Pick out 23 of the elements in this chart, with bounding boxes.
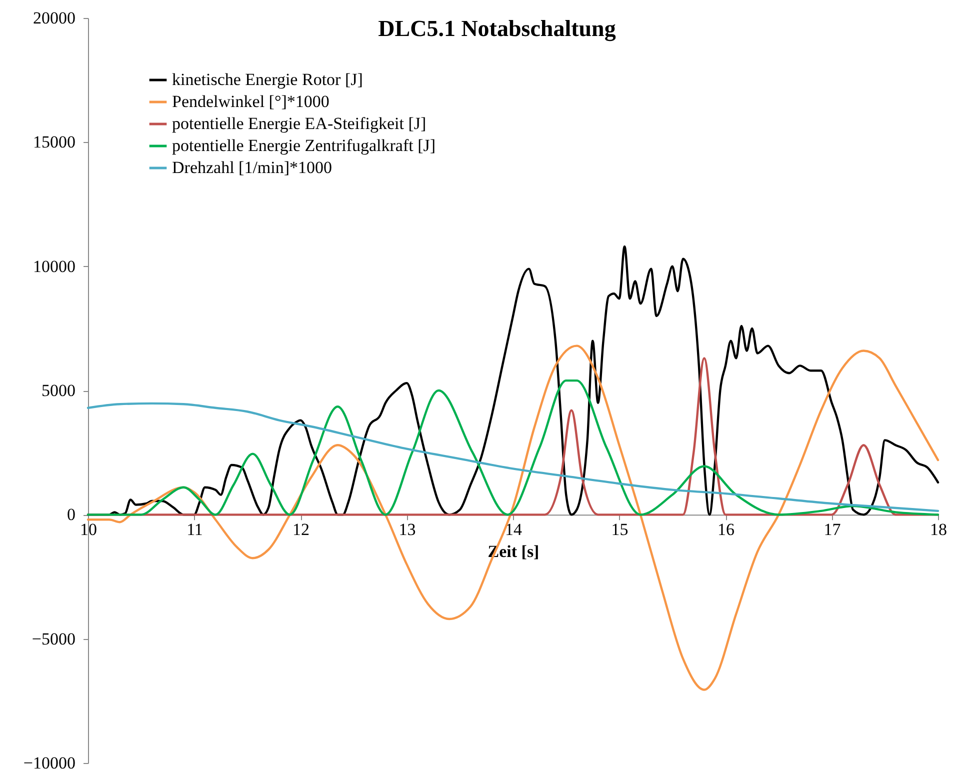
y-tick-label: 20000	[33, 8, 76, 28]
x-tick-label: 15	[611, 520, 628, 540]
y-tick-label: 15000	[33, 132, 76, 152]
legend-label: kinetische Energie Rotor [J]	[172, 70, 363, 89]
legend-label: Pendelwinkel [°]*1000	[172, 92, 330, 111]
x-tick-label: 14	[505, 520, 522, 540]
legend-label: potentielle Energie EA-Steifigkeit [J]	[172, 114, 426, 133]
x-tick-label: 10	[80, 520, 97, 540]
x-tick-label: 12	[292, 520, 310, 540]
x-tick-label: 16	[718, 520, 734, 540]
legend-label: potentielle Energie Zentrifugalkraft [J]	[172, 136, 436, 155]
legend-label: Drehzahl [1/min]*1000	[172, 158, 332, 177]
y-tick-label: −5000	[32, 629, 76, 648]
x-tick-label: 13	[398, 520, 416, 540]
line-series	[86, 402, 940, 512]
x-tick-label: 17	[824, 520, 842, 540]
y-tick-label: 0	[67, 505, 76, 524]
x-tick-label: 18	[930, 520, 947, 540]
y-tick-label: −10000	[23, 754, 76, 771]
y-tick-label: 5000	[42, 381, 76, 400]
y-tick-label: 10000	[33, 256, 76, 276]
x-tick-label: 11	[186, 520, 203, 540]
chart-title: DLC5.1 Notabschaltung	[378, 16, 616, 42]
